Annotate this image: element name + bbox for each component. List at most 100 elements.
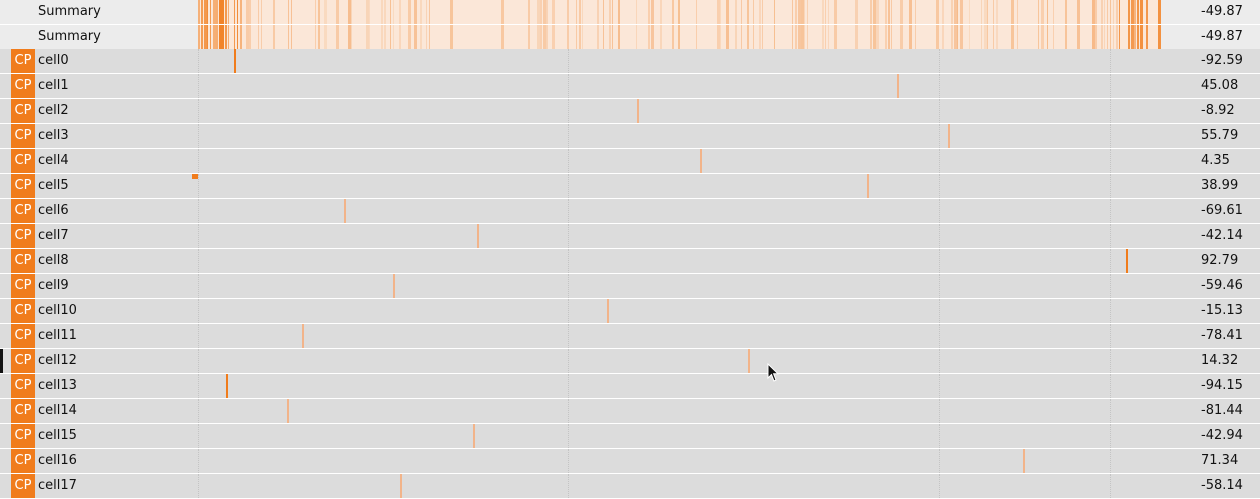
heatmap-stripe: [1101, 0, 1103, 24]
heatmap-stripe: [273, 25, 275, 49]
cell-row[interactable]: CP cell14 -81.44: [0, 399, 1260, 424]
grid-line: [198, 149, 199, 173]
grid-line: [939, 149, 940, 173]
grid-line: [568, 149, 569, 173]
grid-line: [568, 99, 569, 123]
heatmap-stripe: [891, 0, 892, 24]
value-tick: [400, 474, 402, 498]
cell-row[interactable]: CP cell0 -92.59: [0, 49, 1260, 74]
heatmap-stripe: [1128, 0, 1130, 24]
cell-value: -94.15: [1201, 378, 1243, 393]
heatmap-stripe: [222, 25, 224, 49]
heatmap-base: [198, 25, 1161, 49]
selection-marker[interactable]: [192, 174, 198, 179]
heatmap-stripe: [576, 0, 577, 24]
cell-row[interactable]: CP cell5 38.99: [0, 174, 1260, 199]
cell-row[interactable]: CP cell7 -42.14: [0, 224, 1260, 249]
cell-row[interactable]: CP cell13 -94.15: [0, 374, 1260, 399]
grid-line: [1110, 74, 1111, 98]
heatmap-stripe: [726, 25, 729, 49]
heatmap-stripe: [942, 25, 944, 49]
heatmap-stripe: [747, 0, 749, 24]
cell-row[interactable]: CP cell12 14.32: [0, 349, 1260, 374]
heatmap-stripe: [537, 25, 540, 49]
heatmap-stripe: [1113, 25, 1114, 49]
heatmap-stripe: [1038, 0, 1039, 24]
cell-row[interactable]: CP cell15 -42.94: [0, 424, 1260, 449]
heatmap-stripe: [213, 0, 216, 24]
cell-value: 4.35: [1201, 153, 1230, 168]
heatmap-stripe: [399, 25, 401, 49]
cell-row[interactable]: CP cell16 71.34: [0, 449, 1260, 474]
value-tick: [1023, 449, 1025, 473]
heatmap-stripe: [381, 0, 383, 24]
grid-line: [939, 399, 940, 423]
heatmap-stripe: [717, 25, 720, 49]
cell-row[interactable]: CP cell8 92.79: [0, 249, 1260, 274]
heatmap-stripe: [1011, 25, 1014, 49]
heatmap-stripe: [807, 0, 808, 24]
grid-line: [939, 449, 940, 473]
heatmap-stripe: [336, 25, 339, 49]
grid-line: [939, 274, 940, 298]
cell-label: cell9: [38, 278, 69, 293]
heatmap-stripe: [366, 25, 369, 49]
cell-track: [198, 349, 1161, 373]
heatmap-stripe: [366, 0, 369, 24]
heatmap-stripe: [822, 25, 824, 49]
summary-row[interactable]: Summary -49.87: [0, 0, 1260, 25]
heatmap-stripe: [597, 0, 599, 24]
cell-row[interactable]: CP cell1 45.08: [0, 74, 1260, 99]
cell-value: -58.14: [1201, 478, 1243, 493]
cell-row[interactable]: CP cell17 -58.14: [0, 474, 1260, 499]
heatmap-stripe: [1119, 25, 1120, 49]
heatmap-stripe: [1137, 0, 1139, 24]
heatmap-stripe: [369, 25, 370, 49]
grid-line: [198, 224, 199, 248]
grid-line: [1110, 324, 1111, 348]
cell-track: [198, 199, 1161, 223]
heatmap-stripe: [909, 25, 912, 49]
grid-line: [1110, 49, 1111, 73]
heatmap-stripe: [318, 25, 320, 49]
grid-line: [568, 124, 569, 148]
heatmap-stripe: [822, 0, 824, 24]
cp-badge: CP: [11, 399, 35, 423]
cell-value: -8.92: [1201, 103, 1235, 118]
cell-row[interactable]: CP cell4 4.35: [0, 149, 1260, 174]
heatmap-stripe: [390, 0, 391, 24]
heatmap-stripe: [969, 25, 970, 49]
heatmap-stripe: [213, 25, 216, 49]
heatmap-stripe: [351, 25, 352, 49]
cell-row[interactable]: CP cell2 -8.92: [0, 99, 1260, 124]
grid-line: [198, 474, 199, 498]
heatmap-stripe: [612, 0, 613, 24]
cell-value: -69.61: [1201, 203, 1243, 218]
cell-value: -92.59: [1201, 53, 1243, 68]
heatmap-stripe: [1065, 0, 1067, 24]
value-tick: [473, 424, 475, 448]
grid-line: [568, 174, 569, 198]
grid-line: [939, 174, 940, 198]
grid-line: [939, 424, 940, 448]
heatmap-stripe: [237, 0, 238, 24]
grid-line: [568, 249, 569, 273]
heatmap-stripe: [408, 25, 411, 49]
summary-row[interactable]: Summary -49.87: [0, 25, 1260, 50]
heatmap-stripe: [996, 0, 998, 24]
cell-row[interactable]: CP cell11 -78.41: [0, 324, 1260, 349]
cell-row[interactable]: CP cell3 55.79: [0, 124, 1260, 149]
cell-row[interactable]: CP cell9 -59.46: [0, 274, 1260, 299]
heatmap-stripe: [801, 25, 804, 49]
heatmap-stripe: [753, 25, 754, 49]
grid-line: [1110, 274, 1111, 298]
heatmap-stripe: [900, 25, 903, 49]
cell-track: [198, 274, 1161, 298]
heatmap-stripe: [942, 0, 944, 24]
heatmap-stripe: [582, 0, 583, 24]
cell-row[interactable]: CP cell6 -69.61: [0, 199, 1260, 224]
heatmap-stripe: [546, 25, 548, 49]
grid-line: [198, 249, 199, 273]
cell-row[interactable]: CP cell10 -15.13: [0, 299, 1260, 324]
heatmap-stripe: [618, 25, 620, 49]
